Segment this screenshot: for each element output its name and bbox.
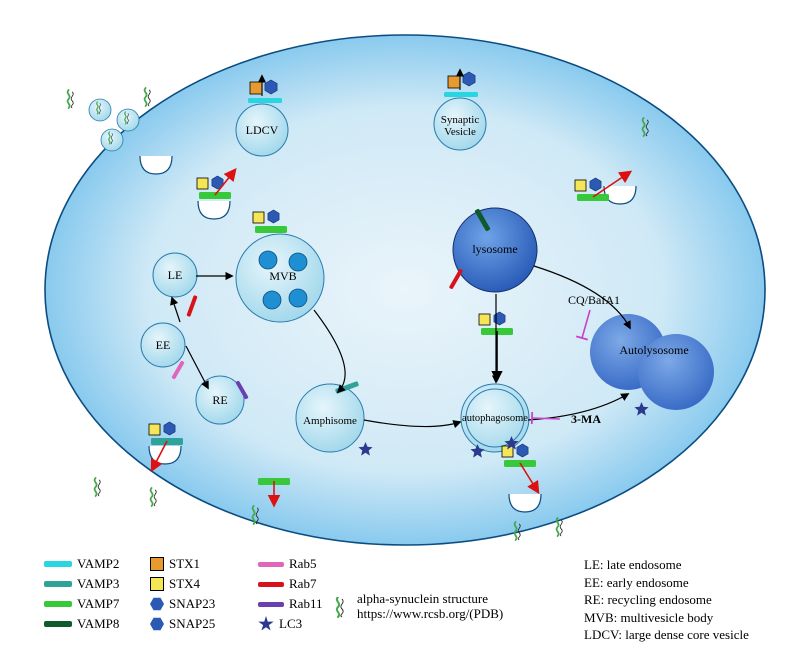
legend-label: VAMP2	[77, 556, 119, 572]
legend-bar-thin-icon	[258, 602, 284, 607]
legend-label: VAMP7	[77, 596, 119, 612]
legend-hex-icon	[150, 597, 164, 611]
svg-text:EE: EE	[156, 338, 171, 352]
legend-item: Rab11	[258, 596, 322, 612]
legend-label: LC3	[279, 616, 302, 632]
legend-bar-thin-icon	[258, 582, 284, 587]
svg-text:autophagosome: autophagosome	[462, 413, 528, 424]
legend-item: VAMP3	[44, 576, 119, 592]
alpha-synuclein-icon	[334, 597, 352, 617]
legend-bar-thin-icon	[258, 562, 284, 567]
legend-item: Rab7	[258, 576, 316, 592]
svg-text:Autolysosome: Autolysosome	[619, 343, 688, 357]
legend-label: STX1	[169, 556, 200, 572]
legend-label: STX4	[169, 576, 200, 592]
legend-label: Rab7	[289, 576, 316, 592]
legend-asyn-text: alpha-synuclein structurehttps://www.rcs…	[357, 592, 503, 622]
svg-text:Vesicle: Vesicle	[444, 126, 476, 138]
svg-text:Amphisome: Amphisome	[303, 415, 357, 427]
abbr-line: EE: early endosome	[584, 574, 749, 592]
abbr-line: LDCV: large dense core vesicle	[584, 626, 749, 644]
legend-sq-icon	[150, 577, 164, 591]
legend-label: SNAP25	[169, 616, 215, 632]
svg-text:LDCV: LDCV	[246, 123, 279, 137]
legend-bar-icon	[44, 581, 72, 587]
legend-hex-icon	[150, 617, 164, 631]
legend-item: Rab5	[258, 556, 316, 572]
svg-text:MVB: MVB	[269, 269, 296, 283]
legend-item: LC3	[258, 616, 302, 632]
legend-label: VAMP8	[77, 616, 119, 632]
abbr-line: MVB: multivesicle body	[584, 609, 749, 627]
legend-label: Rab5	[289, 556, 316, 572]
svg-text:3-MA: 3-MA	[571, 412, 601, 426]
abbr-line: LE: late endosome	[584, 556, 749, 574]
svg-text:Synaptic: Synaptic	[441, 114, 480, 126]
legend-bar-icon	[44, 621, 72, 627]
legend-label: SNAP23	[169, 596, 215, 612]
legend-item: VAMP2	[44, 556, 119, 572]
legend-bar-icon	[44, 561, 72, 567]
svg-text:CQ/BafA1: CQ/BafA1	[568, 293, 620, 307]
svg-text:RE: RE	[212, 393, 227, 407]
legend-bar-icon	[44, 601, 72, 607]
svg-text:LE: LE	[168, 268, 183, 282]
legend-item: SNAP23	[150, 596, 215, 612]
legend-item: VAMP7	[44, 596, 119, 612]
legend-item: STX1	[150, 556, 200, 572]
legend-item: VAMP8	[44, 616, 119, 632]
legend-label: VAMP3	[77, 576, 119, 592]
legend-star-icon	[258, 616, 274, 632]
legend-asyn: alpha-synuclein structurehttps://www.rcs…	[334, 592, 503, 622]
abbreviations-block: LE: late endosomeEE: early endosomeRE: r…	[584, 556, 749, 644]
legend-item: STX4	[150, 576, 200, 592]
legend-label: Rab11	[289, 596, 322, 612]
svg-text:lysosome: lysosome	[472, 242, 517, 256]
legend-sq-icon	[150, 557, 164, 571]
legend-item: SNAP25	[150, 616, 215, 632]
abbr-line: RE: recycling endosome	[584, 591, 749, 609]
